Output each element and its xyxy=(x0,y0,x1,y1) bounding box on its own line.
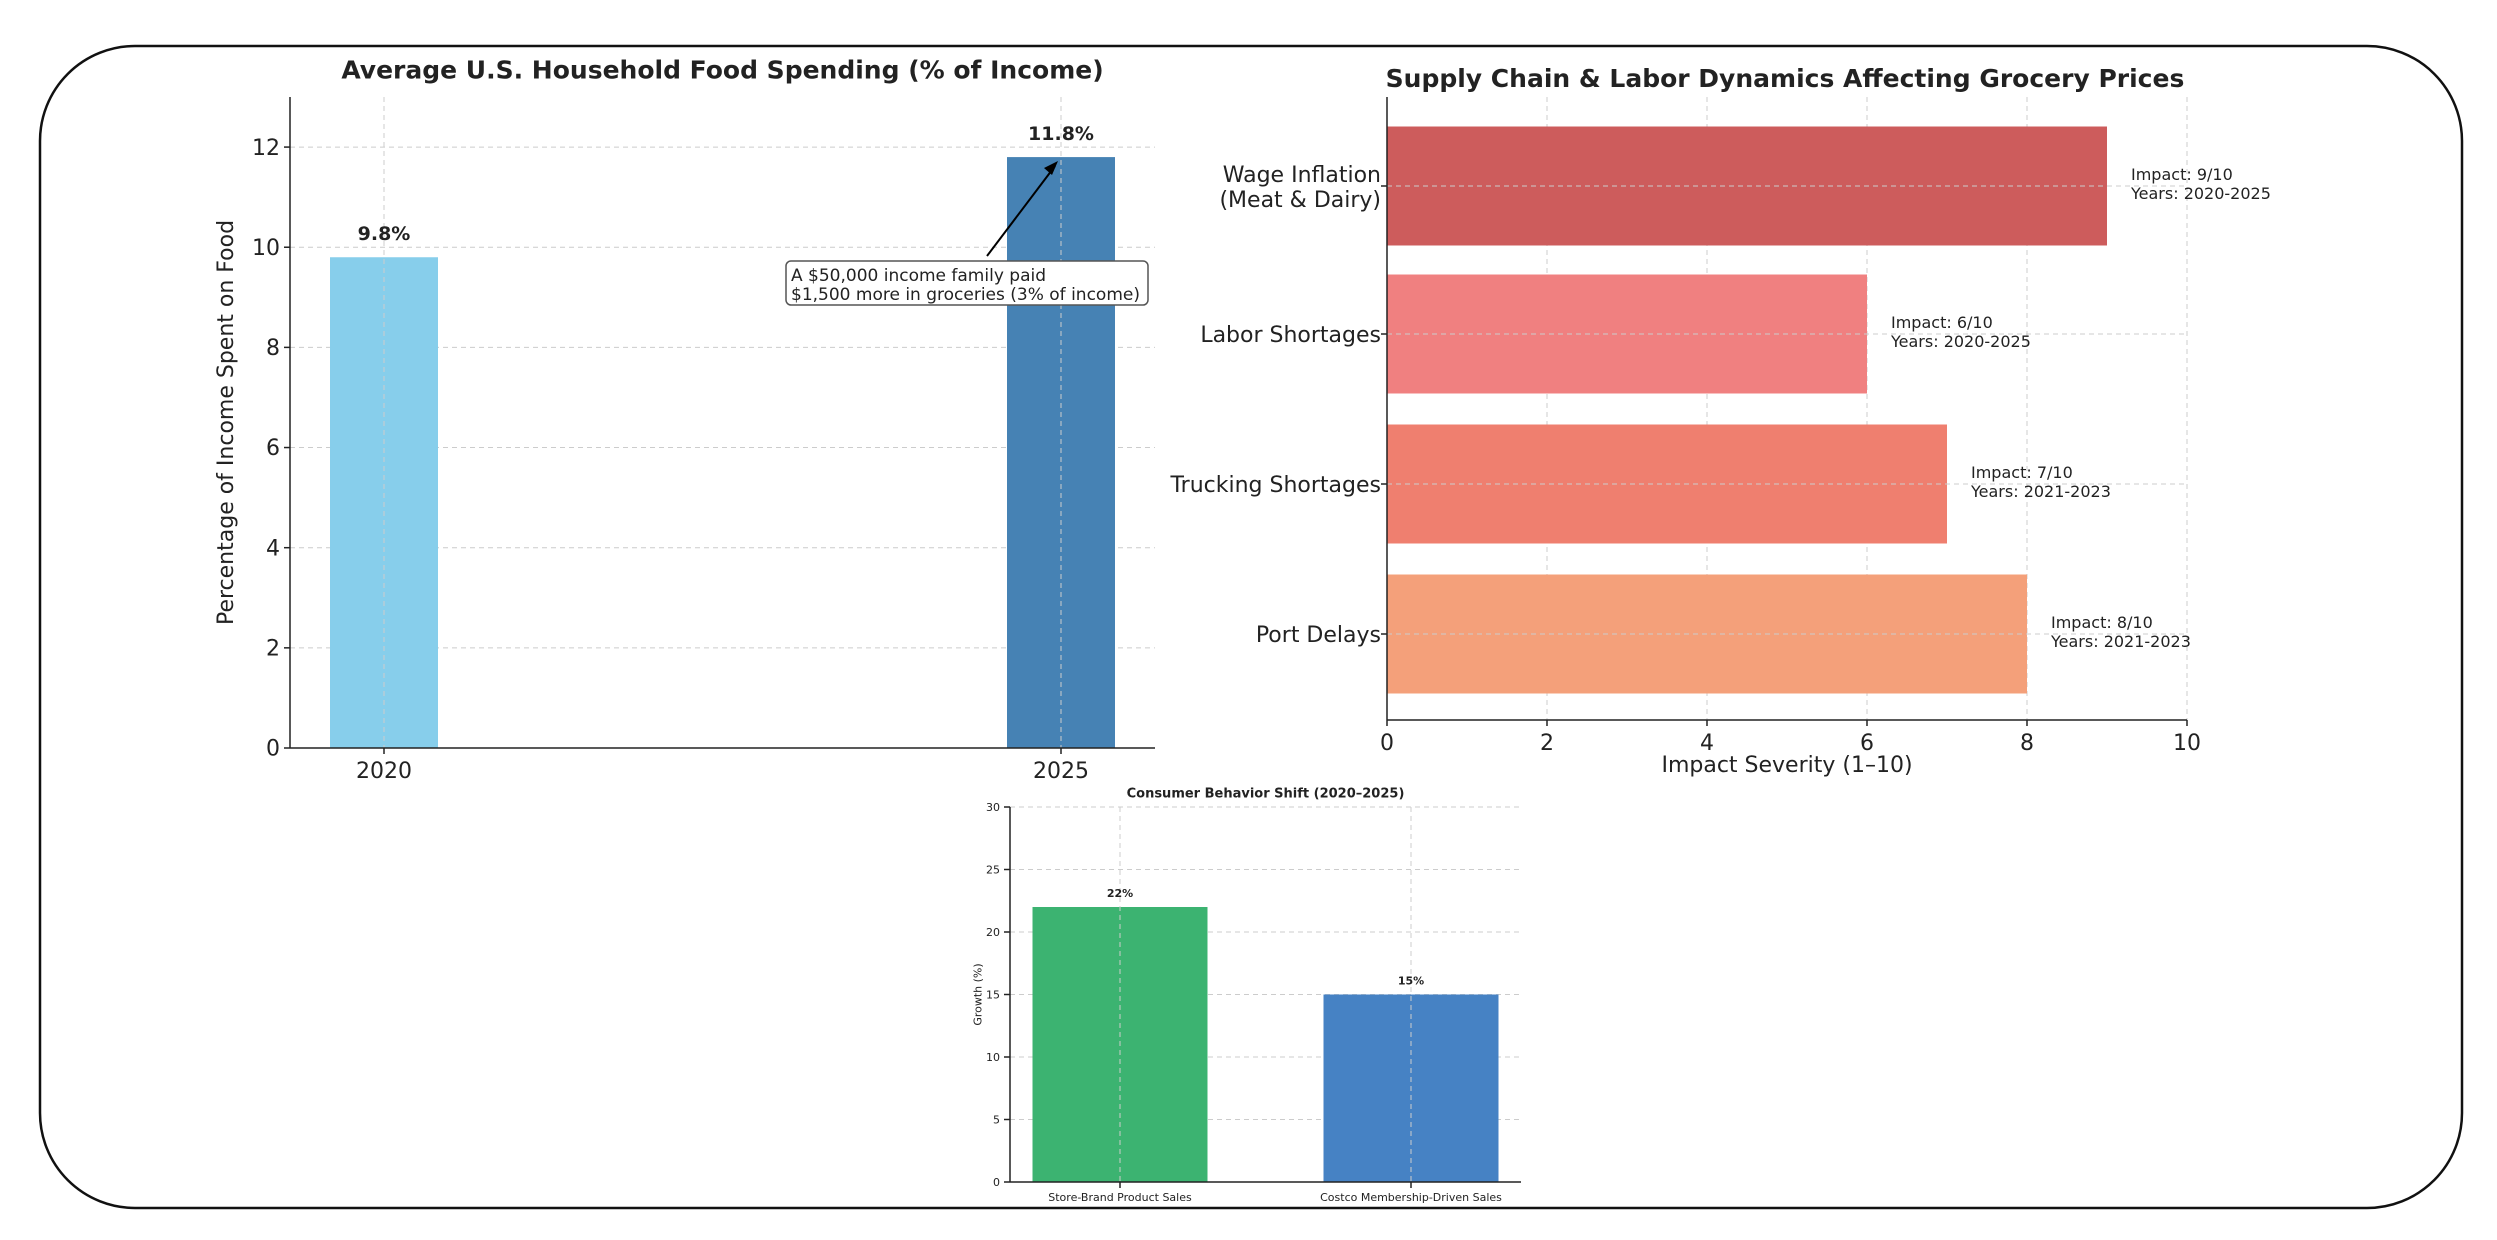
annotation-box xyxy=(785,260,1149,306)
data-label: 22% xyxy=(1107,887,1133,900)
y-tick-label: 10 xyxy=(252,236,280,261)
data-label: 9.8% xyxy=(358,223,411,245)
x-tick-label: 0 xyxy=(1380,731,1394,756)
y-axis-label: Percentage of Income Spent on Food xyxy=(214,220,239,625)
annotation-arrow xyxy=(986,165,1056,257)
y-tick-label-line: Port Delays xyxy=(1256,623,1381,648)
y-tick-label: 15 xyxy=(986,988,1000,1001)
x-tick-label: 2020 xyxy=(356,759,412,784)
food-spending-chart: 0 2 4 6 8 10 12 2020 9.8% 2025 11.8% Average U.S. H… xyxy=(214,55,1155,784)
y-tick-label-line: Trucking Shortages xyxy=(1169,473,1381,498)
data-label: Years: 2021-2023 xyxy=(2050,632,2191,651)
chart-title: Supply Chain & Labor Dynamics Affecting … xyxy=(1386,64,2185,93)
consumer-behavior-chart: 0 5 10 15 20 25 30 Store-Brand Product Sales 22%… xyxy=(971,786,1521,1204)
data-label: Impact: 6/10 xyxy=(1891,313,1993,332)
y-tick-label-line: Labor Shortages xyxy=(1200,323,1381,348)
y-tick-label: 5 xyxy=(993,1113,1000,1126)
y-tick-label: 6 xyxy=(266,436,280,461)
x-tick-label: Store-Brand Product Sales xyxy=(1048,1191,1192,1204)
y-tick-label: 30 xyxy=(986,801,1000,814)
annotation-text: $1,500 more in groceries (3% of income) xyxy=(791,285,1140,305)
y-tick-label: 10 xyxy=(986,1051,1000,1064)
data-label: Impact: 9/10 xyxy=(2131,165,2233,184)
chart-title: Average U.S. Household Food Spending (% … xyxy=(341,55,1103,84)
y-axis-label: Growth (%) xyxy=(971,963,984,1025)
chart-title: Consumer Behavior Shift (2020–2025) xyxy=(1127,786,1405,801)
data-label: Impact: 8/10 xyxy=(2051,613,2153,632)
y-tick-label: 0 xyxy=(993,1176,1000,1189)
arrow-head-icon xyxy=(1044,161,1058,175)
x-tick-label: Costco Membership-Driven Sales xyxy=(1320,1191,1502,1204)
supply-chain-chart: 0 2 4 6 8 10 Wage Inflation (Meat & Dairy) Impac… xyxy=(1169,64,2270,778)
x-tick-label: 6 xyxy=(1860,731,1874,756)
y-tick-label: Wage Inflation (Meat & Dairy) xyxy=(1219,163,1381,213)
x-tick-label: 4 xyxy=(1700,731,1714,756)
y-tick-label: 2 xyxy=(266,637,280,662)
y-tick-label: 8 xyxy=(266,336,280,361)
y-tick-label-line: Wage Inflation xyxy=(1223,163,1381,188)
y-tick-label: 4 xyxy=(266,536,280,561)
data-label: 11.8% xyxy=(1028,123,1094,145)
annotation-text: A $50,000 income family paid xyxy=(791,266,1046,286)
data-label: Years: 2020-2025 xyxy=(2130,184,2271,203)
y-tick-label: 20 xyxy=(986,926,1000,939)
y-tick-label: Port Delays xyxy=(1256,623,1381,648)
y-tick-label: 0 xyxy=(266,737,280,762)
x-tick-label: 2025 xyxy=(1033,759,1089,784)
data-label: Years: 2021-2023 xyxy=(1970,482,2111,501)
data-label: Years: 2020-2025 xyxy=(1890,332,2031,351)
data-label: Impact: 7/10 xyxy=(1971,463,2073,482)
y-tick-label: 12 xyxy=(252,136,280,161)
y-tick-label: Labor Shortages xyxy=(1200,323,1381,348)
data-label: 15% xyxy=(1398,975,1424,988)
y-tick-label: Trucking Shortages xyxy=(1169,473,1381,498)
y-tick-label-line: (Meat & Dairy) xyxy=(1219,188,1381,213)
x-tick-label: 2 xyxy=(1540,731,1554,756)
y-tick-label: 25 xyxy=(986,863,1000,876)
x-tick-label: 8 xyxy=(2020,731,2034,756)
x-axis-label: Impact Severity (1–10) xyxy=(1661,753,1912,778)
x-tick-label: 10 xyxy=(2173,731,2201,756)
